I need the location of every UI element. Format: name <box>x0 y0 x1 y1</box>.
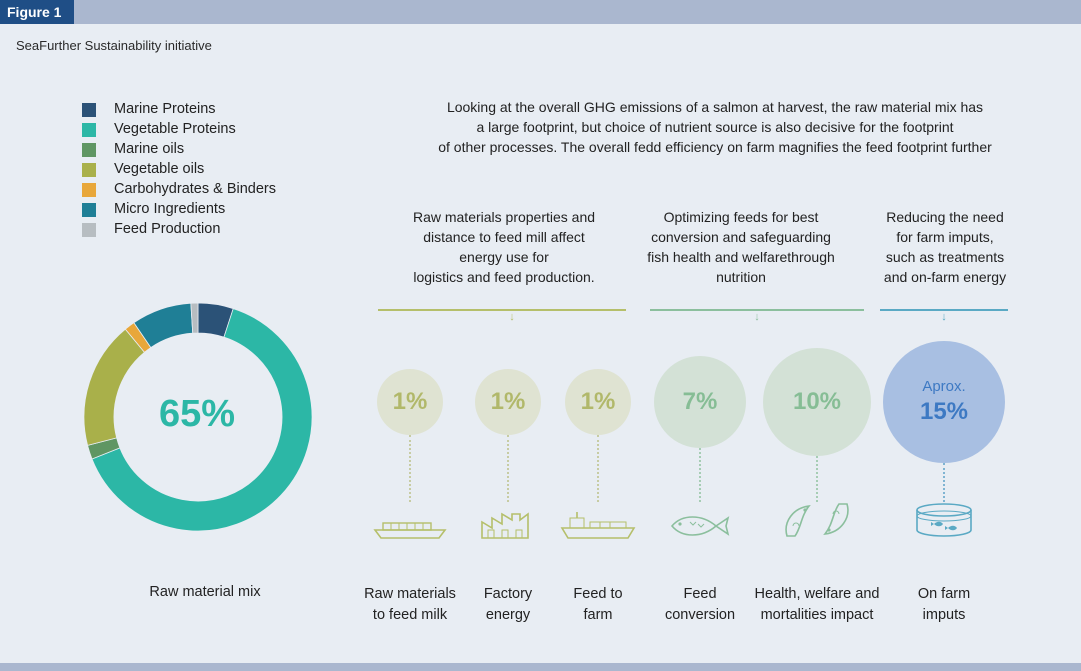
legend-label: Vegetable oils <box>114 161 205 177</box>
legend-swatch <box>82 163 96 177</box>
salmon-pair-icon <box>781 500 853 545</box>
impact-bubble: 7% <box>654 356 746 448</box>
section-head-feed: Optimizing feeds for best conversion and… <box>647 209 835 285</box>
figure-subtitle: SeaFurther Sustainability initiative <box>16 38 212 53</box>
cargo-ship-icon <box>373 514 447 545</box>
bubble-value-label: 7% <box>682 388 718 415</box>
legend-label: Carbohydrates & Binders <box>114 181 276 197</box>
legend-swatch <box>82 103 96 117</box>
fish-pen-icon <box>914 502 974 545</box>
bubble-stem <box>507 435 509 502</box>
impact-bubble: 1% <box>475 369 541 435</box>
bubble-value-label: 1% <box>580 388 616 415</box>
donut-caption: Raw material mix <box>149 584 261 600</box>
section-divider-feed <box>650 309 864 311</box>
down-arrow-icon: ↓ <box>941 311 947 323</box>
legend-swatch <box>82 123 96 137</box>
bubble-value-label: 15% <box>919 398 969 425</box>
figure-label: Figure 1 <box>0 0 74 24</box>
section-head-farm: Reducing the need for farm imputs, such … <box>883 209 1007 285</box>
impact-bubble: Aprox. 15% <box>883 341 1005 463</box>
donut-center-value: 65% <box>158 393 236 435</box>
legend-label: Feed Production <box>114 221 221 237</box>
header-bar <box>0 0 1081 24</box>
impact-bubble: 1% <box>565 369 631 435</box>
raw-material-donut-chart <box>83 302 313 532</box>
footer-bar <box>0 663 1081 671</box>
bubble-stem <box>943 463 945 502</box>
legend-label: Vegetable Proteins <box>114 121 236 137</box>
fish-icon <box>668 512 732 545</box>
legend-label: Micro Ingredients <box>114 201 226 217</box>
intro-text: Looking at the overall GHG emissions of … <box>438 99 992 155</box>
bubble-caption: Factory energy <box>483 586 533 623</box>
bubble-stem <box>699 448 701 502</box>
legend-swatch <box>82 183 96 197</box>
section-head-logistics: Raw materials properties and distance to… <box>412 209 596 285</box>
down-arrow-icon: ↓ <box>509 311 515 323</box>
impact-bubble: 1% <box>377 369 443 435</box>
bubble-caption: Feed conversion <box>664 586 736 623</box>
legend-swatch <box>82 203 96 217</box>
bubble-caption: On farm imputs <box>917 586 971 623</box>
factory-icon <box>480 510 536 545</box>
bubble-caption: Feed to farm <box>573 586 623 623</box>
donut-slice-vegetable-proteins <box>91 308 313 532</box>
bubble-stem <box>597 435 599 502</box>
donut-slice-feed-production <box>190 302 199 334</box>
section-divider-logistics <box>378 309 626 311</box>
feed-vessel-icon <box>560 510 636 545</box>
impact-bubble: 10% <box>763 348 871 456</box>
bubble-value-label: 1% <box>392 388 428 415</box>
bubble-caption: Raw materials to feed milk <box>364 586 456 623</box>
legend-label: Marine Proteins <box>114 101 216 117</box>
bubble-prefix: Aprox. <box>922 378 966 395</box>
legend-swatch <box>82 143 96 157</box>
legend-swatch <box>82 223 96 237</box>
bubble-stem <box>409 435 411 502</box>
section-divider-farm <box>880 309 1008 311</box>
legend-label: Marine oils <box>114 141 185 157</box>
bubble-caption: Health, welfare and mortalities impact <box>754 586 880 623</box>
bubble-stem <box>816 456 818 502</box>
down-arrow-icon: ↓ <box>754 311 760 323</box>
bubble-value-label: 10% <box>792 388 842 415</box>
bubble-value-label: 1% <box>490 388 526 415</box>
